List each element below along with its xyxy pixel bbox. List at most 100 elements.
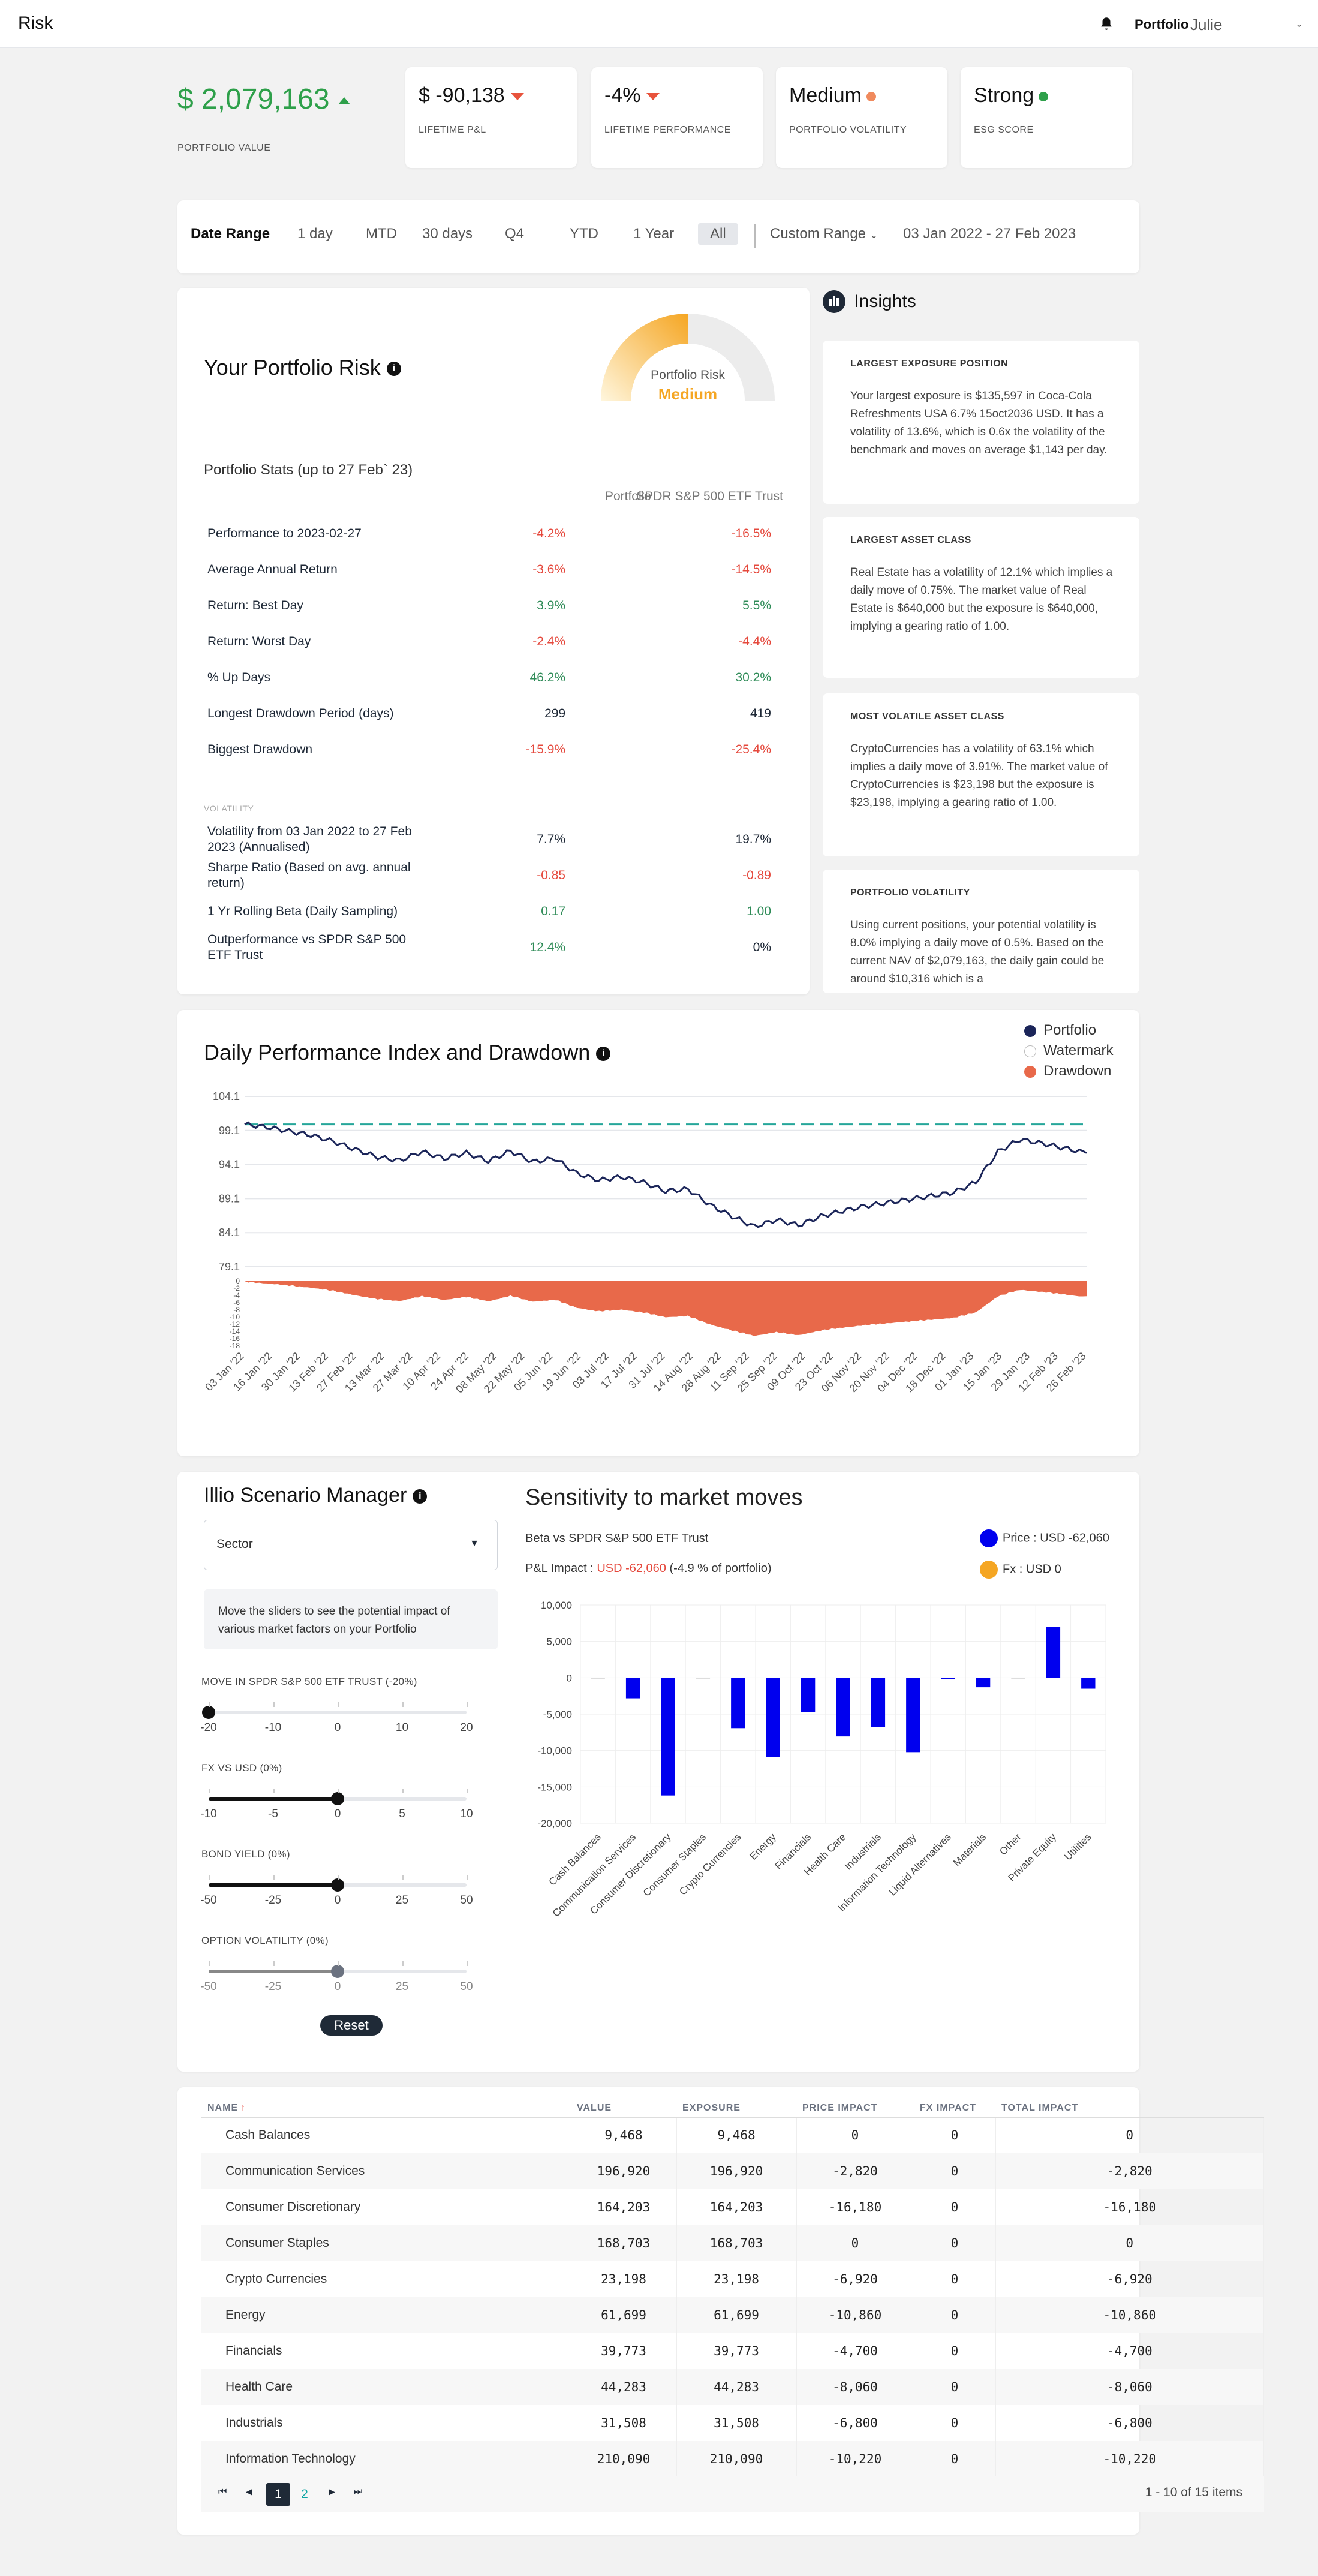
column-header-value[interactable]: VALUE xyxy=(571,2099,676,2118)
page-button[interactable]: 1 xyxy=(266,2483,290,2506)
table-cell: 61,699 xyxy=(676,2297,797,2333)
info-icon[interactable]: i xyxy=(596,1047,611,1062)
chevron-down-icon[interactable]: ⌄ xyxy=(1295,19,1304,29)
column-header-name[interactable]: NAME ↑ xyxy=(201,2099,571,2118)
slider-tick-label: -10 xyxy=(264,1721,282,1734)
range-option-mtd[interactable]: MTD xyxy=(366,226,397,242)
slider-tick-label: -50 xyxy=(200,1894,217,1907)
insight-body: CryptoCurrencies has a volatility of 63.… xyxy=(850,743,1108,809)
slider-track[interactable] xyxy=(209,1792,467,1805)
sens-y-tick: 0 xyxy=(567,1672,572,1684)
table-row[interactable]: Cash Balances 9,468 9,468 0 0 0 xyxy=(201,2117,1264,2153)
range-option-ytd[interactable]: YTD xyxy=(570,226,598,242)
dd-tick-label: -8 xyxy=(233,1306,240,1314)
slider-label: BOND YIELD (0%) xyxy=(201,1848,290,1860)
slider-tick-label: 0 xyxy=(334,1808,341,1820)
info-icon[interactable]: i xyxy=(413,1489,428,1504)
range-option-1-day[interactable]: 1 day xyxy=(297,226,333,242)
slider-handle[interactable] xyxy=(202,1706,215,1719)
bell-icon[interactable] xyxy=(1099,16,1114,31)
table-row[interactable]: Communication Services 196,920 196,920 -2,8… xyxy=(201,2153,1264,2189)
sensitivity-bar[interactable] xyxy=(766,1678,780,1757)
stat-label: Outperformance vs SPDR S&P 500 ETF Trust xyxy=(201,930,421,966)
sensitivity-title: Sensitivity to market moves xyxy=(525,1485,803,1510)
drawdown-area xyxy=(245,1281,1087,1336)
volatility-table: Volatility from 03 Jan 2022 to 27 Feb 20… xyxy=(201,822,777,966)
column-header-fx-impact[interactable]: FX IMPACT xyxy=(914,2099,995,2118)
table-row[interactable]: Health Care 44,283 44,283 -8,060 0 -8,060 xyxy=(201,2369,1264,2405)
stat-portfolio: -3.6% xyxy=(420,552,572,588)
page-button[interactable]: 2 xyxy=(301,2487,308,2501)
table-cell: -4,700 xyxy=(995,2333,1264,2369)
table-row[interactable]: Consumer Discretionary 164,203 164,203 -16,… xyxy=(201,2189,1264,2225)
portfolio-nav-link[interactable]: Portfolio xyxy=(1135,17,1189,32)
stats-row: % Up Days 46.2% 30.2% xyxy=(201,660,777,696)
legend-item-drawdown[interactable]: Drawdown xyxy=(1024,1063,1111,1080)
sector-select[interactable]: Sector ▼ xyxy=(204,1520,498,1570)
first-page-icon[interactable]: ⏮ xyxy=(218,2487,227,2497)
table-cell: -2,820 xyxy=(796,2153,914,2189)
sensitivity-bar[interactable] xyxy=(906,1678,920,1753)
legend-item-portfolio[interactable]: Portfolio xyxy=(1024,1022,1096,1039)
next-page-icon[interactable]: ▶ xyxy=(329,2487,335,2496)
sensitivity-bar[interactable] xyxy=(661,1678,675,1796)
column-header-price-impact[interactable]: PRICE IMPACT xyxy=(796,2099,914,2118)
table-cell: 44,283 xyxy=(571,2369,677,2405)
dd-tick-label: -18 xyxy=(230,1342,240,1350)
stat-label: % Up Days xyxy=(201,660,421,696)
reset-button[interactable]: Reset xyxy=(320,2015,383,2036)
prev-page-icon[interactable]: ◀ xyxy=(246,2487,252,2496)
table-row[interactable]: Energy 61,699 61,699 -10,860 0 -10,860 xyxy=(201,2297,1264,2333)
table-cell: 0 xyxy=(914,2261,996,2297)
slider-track[interactable] xyxy=(202,1706,467,1719)
user-menu[interactable]: Julie xyxy=(1190,16,1223,34)
sensitivity-bar[interactable] xyxy=(1081,1678,1096,1689)
slider-handle[interactable] xyxy=(331,1792,344,1805)
stats-row: Return: Best Day 3.9% 5.5% xyxy=(201,588,777,624)
range-option-1-year[interactable]: 1 Year xyxy=(633,226,675,242)
slider-track[interactable] xyxy=(209,1878,467,1892)
table-row[interactable]: Industrials 31,508 31,508 -6,800 0 -6,800 xyxy=(201,2405,1264,2441)
sensitivity-bar[interactable] xyxy=(1046,1627,1061,1678)
sensitivity-bar[interactable] xyxy=(871,1678,886,1727)
range-option-q4[interactable]: Q4 xyxy=(505,226,525,242)
range-option-all[interactable]: All xyxy=(698,223,738,245)
scenario-title: Illio Scenario Manager i xyxy=(204,1484,428,1507)
range-option-30-days[interactable]: 30 days xyxy=(422,226,473,242)
sens-y-tick: -20,000 xyxy=(537,1818,572,1829)
slider-handle[interactable] xyxy=(331,1878,344,1892)
sensitivity-bar[interactable] xyxy=(801,1678,816,1712)
slider-handle[interactable] xyxy=(331,1965,344,1978)
dd-tick-label: -10 xyxy=(230,1313,240,1321)
sens-y-tick: 10,000 xyxy=(541,1600,572,1611)
table-cell: 164,203 xyxy=(676,2189,797,2225)
kpi-label: LIFETIME P&L xyxy=(419,125,486,135)
custom-range-dropdown[interactable]: Custom Range ⌄ xyxy=(770,226,878,242)
sensitivity-bar[interactable] xyxy=(836,1678,850,1737)
table-row[interactable]: Financials 39,773 39,773 -4,700 0 -4,700 xyxy=(201,2333,1264,2369)
stat-label: Biggest Drawdown xyxy=(201,732,421,768)
sens-x-label: Consumer Staples xyxy=(641,1831,708,1898)
slider-tick-label: -25 xyxy=(264,1894,282,1907)
table-row[interactable]: Consumer Staples 168,703 168,703 0 0 0 xyxy=(201,2225,1264,2261)
sort-arrow-icon[interactable]: ↑ xyxy=(240,2102,246,2113)
slider-track[interactable] xyxy=(209,1965,467,1978)
stat-benchmark: -0.89 xyxy=(571,858,777,894)
sensitivity-bar[interactable] xyxy=(1011,1678,1025,1679)
sensitivity-bar[interactable] xyxy=(696,1678,711,1679)
sensitivity-bar[interactable] xyxy=(941,1678,955,1679)
table-cell: 168,703 xyxy=(571,2225,677,2261)
column-header-exposure[interactable]: EXPOSURE xyxy=(676,2099,796,2118)
last-page-icon[interactable]: ⏭ xyxy=(354,2487,363,2497)
sensitivity-bar[interactable] xyxy=(591,1678,605,1679)
legend-item-watermark[interactable]: Watermark xyxy=(1024,1042,1113,1059)
info-icon[interactable]: i xyxy=(386,362,401,377)
column-header-total-impact[interactable]: TOTAL IMPACT xyxy=(995,2099,1264,2118)
sensitivity-bar[interactable] xyxy=(731,1678,745,1729)
sensitivity-bar[interactable] xyxy=(976,1678,991,1688)
dd-tick-label: -4 xyxy=(233,1291,240,1300)
table-row[interactable]: Crypto Currencies 23,198 23,198 -6,920 0 -6,9… xyxy=(201,2261,1264,2297)
table-row[interactable]: Information Technology 210,090 210,090 -10,… xyxy=(201,2441,1264,2477)
sensitivity-bar[interactable] xyxy=(625,1678,640,1699)
insight-heading: LARGEST ASSET CLASS xyxy=(850,535,971,545)
